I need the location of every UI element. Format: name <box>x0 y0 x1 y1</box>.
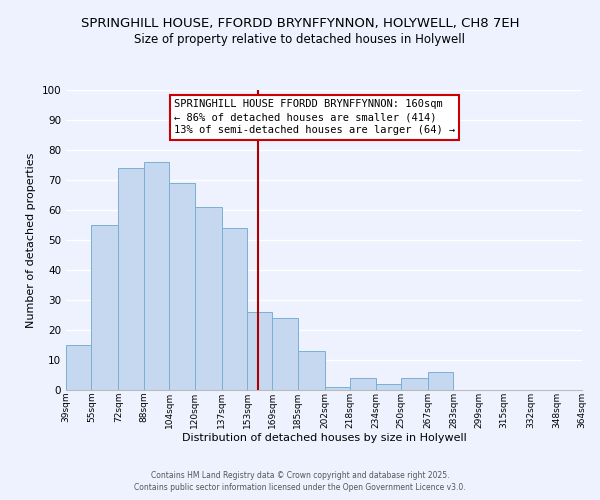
Bar <box>247 312 272 390</box>
Bar <box>118 168 144 390</box>
Y-axis label: Number of detached properties: Number of detached properties <box>26 152 36 328</box>
Bar <box>91 225 118 390</box>
Text: SPRINGHILL HOUSE FFORDD BRYNFFYNNON: 160sqm
← 86% of detached houses are smaller: SPRINGHILL HOUSE FFORDD BRYNFFYNNON: 160… <box>174 99 455 136</box>
Bar <box>169 183 194 390</box>
Bar <box>66 345 91 390</box>
Bar <box>194 207 221 390</box>
Text: Contains HM Land Registry data © Crown copyright and database right 2025.
Contai: Contains HM Land Registry data © Crown c… <box>134 471 466 492</box>
Text: Size of property relative to detached houses in Holywell: Size of property relative to detached ho… <box>134 32 466 46</box>
Bar <box>325 387 350 390</box>
Bar <box>298 351 325 390</box>
Bar <box>428 372 454 390</box>
Bar <box>376 384 401 390</box>
Bar <box>144 162 169 390</box>
Bar <box>221 228 247 390</box>
Bar <box>401 378 428 390</box>
Bar <box>272 318 298 390</box>
X-axis label: Distribution of detached houses by size in Holywell: Distribution of detached houses by size … <box>182 434 466 444</box>
Text: SPRINGHILL HOUSE, FFORDD BRYNFFYNNON, HOLYWELL, CH8 7EH: SPRINGHILL HOUSE, FFORDD BRYNFFYNNON, HO… <box>81 18 519 30</box>
Bar <box>350 378 376 390</box>
